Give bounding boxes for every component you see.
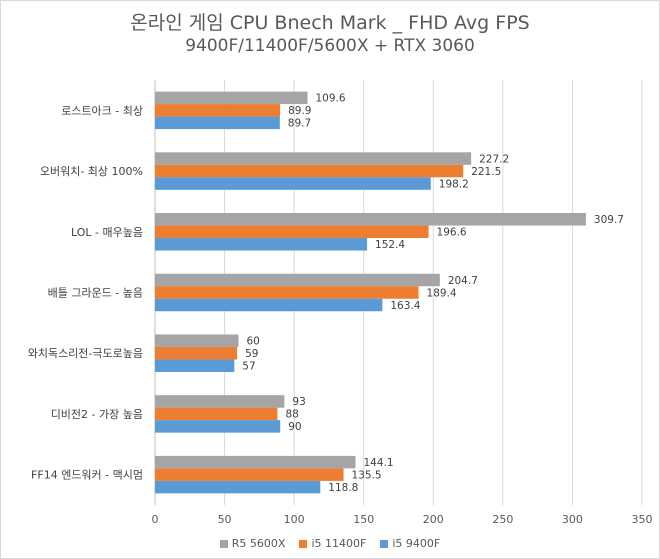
legend-swatch xyxy=(380,539,389,548)
data-label: 89.7 xyxy=(288,118,311,130)
bar xyxy=(155,225,429,239)
x-tick-label: 0 xyxy=(152,513,159,526)
data-label: 163.4 xyxy=(390,300,420,312)
category-label: 로스트아크 - 최상 xyxy=(61,104,143,117)
data-label: 309.7 xyxy=(594,214,624,226)
legend-swatch xyxy=(219,539,228,548)
data-label: 196.6 xyxy=(437,227,467,239)
data-label: 93 xyxy=(292,396,305,408)
data-label: 152.4 xyxy=(375,239,405,251)
bar xyxy=(155,395,285,408)
data-label: 118.8 xyxy=(328,482,358,494)
category-label: 오버워치- 최상 100% xyxy=(40,165,143,178)
x-tick-label: 200 xyxy=(423,513,444,526)
x-tick-label: 150 xyxy=(353,513,374,526)
bar xyxy=(155,213,586,226)
chart-subtitle: 9400F/11400F/5600X + RTX 3060 xyxy=(185,36,475,56)
legend-label: i5 9400F xyxy=(392,537,441,550)
data-label: 88 xyxy=(285,409,298,421)
bar xyxy=(155,286,419,299)
legend-item: i5 9400F xyxy=(380,537,440,550)
data-label: 198.2 xyxy=(439,178,469,190)
category-label: 배틀 그라운드 - 높음 xyxy=(48,287,143,300)
data-label: 90 xyxy=(288,421,301,433)
legend-item: i5 11400F xyxy=(299,537,366,550)
legend-item: R5 5600X xyxy=(219,537,286,550)
bar xyxy=(155,468,344,481)
bar xyxy=(155,298,383,312)
bar xyxy=(155,420,281,433)
legend-label: R5 5600X xyxy=(231,537,286,550)
data-label: 227.2 xyxy=(479,153,509,165)
x-tick-label: 300 xyxy=(562,513,583,526)
bar xyxy=(155,480,321,494)
bar xyxy=(155,346,238,360)
data-label: 189.4 xyxy=(427,287,457,299)
bar xyxy=(155,91,308,105)
bar xyxy=(155,116,280,130)
category-label: 디비전2 - 가장 높음 xyxy=(51,408,143,421)
x-tick-label: 250 xyxy=(492,513,513,526)
legend-label: i5 11400F xyxy=(311,537,367,550)
data-label: 109.6 xyxy=(316,93,346,105)
category-label: 와치독스리전-극도로높음 xyxy=(28,347,143,360)
data-label: 135.5 xyxy=(352,469,382,481)
data-label: 221.5 xyxy=(471,166,501,178)
data-label: 89.9 xyxy=(288,105,311,117)
x-tick-label: 100 xyxy=(284,513,305,526)
bar xyxy=(155,104,281,117)
bar xyxy=(155,359,235,372)
bar xyxy=(155,177,431,190)
data-label: 60 xyxy=(246,335,259,347)
data-label: 59 xyxy=(245,348,258,360)
bar xyxy=(155,238,368,251)
data-label: 57 xyxy=(242,360,255,372)
chart-legend: R5 5600X i5 11400F i5 9400F xyxy=(0,537,660,550)
bar xyxy=(155,334,239,347)
legend-swatch xyxy=(299,539,308,548)
chart-title: 온라인 게임 CPU Bnech Mark _ FHD Avg FPS xyxy=(130,12,530,34)
data-label: 204.7 xyxy=(448,275,478,287)
data-label: 144.1 xyxy=(364,457,394,469)
bar xyxy=(155,152,472,165)
category-label: FF14 엔드워커 - 맥시멈 xyxy=(31,469,143,482)
x-tick-label: 50 xyxy=(218,513,232,526)
x-tick-label: 350 xyxy=(632,513,653,526)
bar xyxy=(155,407,278,421)
category-label: LOL - 매우높음 xyxy=(71,226,143,239)
bar xyxy=(155,164,464,178)
bar xyxy=(155,273,440,287)
bar xyxy=(155,455,356,469)
